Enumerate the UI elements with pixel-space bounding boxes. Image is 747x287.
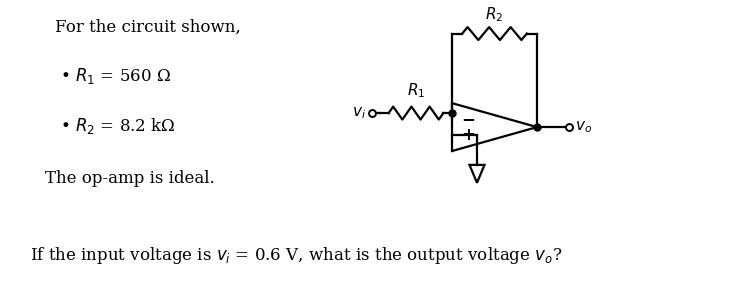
Text: For the circuit shown,: For the circuit shown, (55, 19, 241, 36)
Text: If the input voltage is $v_i$ = 0.6 V, what is the output voltage $v_o$?: If the input voltage is $v_i$ = 0.6 V, w… (30, 245, 562, 266)
Text: $R_1$: $R_1$ (407, 82, 425, 100)
Text: The op-amp is ideal.: The op-amp is ideal. (45, 170, 214, 187)
Text: • $R_2$ = 8.2 kΩ: • $R_2$ = 8.2 kΩ (60, 116, 175, 136)
Text: $R_2$: $R_2$ (486, 5, 503, 24)
Text: • $R_1$ = 560 Ω: • $R_1$ = 560 Ω (60, 66, 171, 86)
Text: $v_i$: $v_i$ (352, 105, 366, 121)
Text: +: + (461, 126, 475, 144)
Text: −: − (461, 110, 475, 128)
Text: $v_o$: $v_o$ (575, 119, 592, 135)
